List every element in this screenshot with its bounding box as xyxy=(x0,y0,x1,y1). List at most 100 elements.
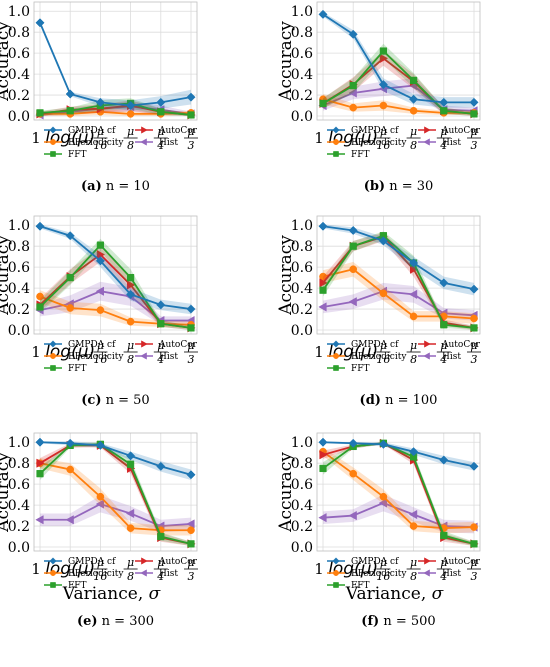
data-point-gmpda-cf xyxy=(65,89,75,99)
x-tick-label: log(μ) xyxy=(328,559,378,579)
x-tick-label: μ16 xyxy=(93,339,108,366)
data-point-hist xyxy=(318,513,327,523)
data-point-gmpda-cf xyxy=(186,304,196,314)
y-tick-label: 1.0 xyxy=(291,218,313,234)
x-axis-label-text: Variance, xyxy=(345,584,432,604)
x-tick-denominator: 8 xyxy=(410,570,417,583)
legend-item-autocor: AutoCor xyxy=(135,340,198,350)
x-tick-numerator: μ xyxy=(410,556,417,569)
legend-marker xyxy=(333,365,339,371)
data-point-hist xyxy=(318,302,327,312)
x-tick-denominator: 3 xyxy=(188,570,195,583)
series-gmpda-cf xyxy=(318,9,479,108)
data-point-gmpda-cf xyxy=(186,92,196,102)
data-point-eperiodicity xyxy=(379,289,388,298)
legend-item-gmpda-cf: GMPDA cf xyxy=(44,557,116,567)
legend-item-gmpda-cf: GMPDA cf xyxy=(44,340,116,350)
legend-item-autocor: AutoCor xyxy=(135,557,198,567)
panel-caption: (a) n = 10 xyxy=(81,179,150,194)
panel-caption-text: n = 30 xyxy=(385,179,433,194)
data-point-fft xyxy=(470,540,478,548)
series-line-hist xyxy=(322,502,475,528)
legend-label: GMPDA cf xyxy=(351,557,399,567)
data-point-eperiodicity xyxy=(187,526,195,535)
y-tick-label: 0.6 xyxy=(291,260,313,276)
legend-item-hist: Hist xyxy=(135,138,178,148)
y-axis-label: Accuracy xyxy=(0,235,13,316)
panel-caption: (b) n = 30 xyxy=(364,179,434,194)
legend-marker xyxy=(424,126,431,134)
confidence-band-hist xyxy=(323,78,474,114)
x-tick-denominator: 8 xyxy=(127,570,134,583)
x-tick-label: μ4 xyxy=(436,125,451,152)
data-point-fft xyxy=(379,232,388,240)
confidence-band-eperiodicity xyxy=(323,447,474,534)
legend-marker xyxy=(332,340,340,348)
y-tick-label: 1.0 xyxy=(8,218,30,234)
legend-item-fft: FFT xyxy=(44,364,87,374)
legend-item-fft: FFT xyxy=(44,581,87,591)
legend-marker xyxy=(50,353,56,359)
confidence-band-gmpda-cf xyxy=(40,441,191,480)
legend-item-eperiodicity: EPeriodicity xyxy=(327,138,407,148)
y-tick-label: 1.0 xyxy=(8,4,30,20)
x-tick-label: μ3 xyxy=(184,556,198,583)
data-point-gmpda-cf xyxy=(126,451,136,461)
legend-marker xyxy=(333,139,339,145)
data-point-fft xyxy=(440,531,448,540)
x-tick-numerator: μ xyxy=(157,556,164,569)
x-tick-label: 1 xyxy=(314,560,324,578)
legend-marker xyxy=(141,126,148,134)
legend-item-eperiodicity: EPeriodicity xyxy=(44,352,124,362)
data-point-gmpda-cf xyxy=(65,438,75,448)
legend-marker xyxy=(50,139,56,145)
y-tick-label: 0.6 xyxy=(8,260,30,276)
x-tick-label: μ8 xyxy=(406,556,421,583)
data-point-gmpda-cf xyxy=(318,437,328,447)
series-line-gmpda-cf xyxy=(322,441,475,468)
y-axis-label: Accuracy xyxy=(0,452,13,533)
panel-caption: (c) n = 50 xyxy=(81,393,149,408)
legend-item-hist: Hist xyxy=(135,569,178,579)
confidence-band-autocor xyxy=(40,247,191,330)
panel-caption-text: n = 300 xyxy=(98,614,154,629)
data-point-fft xyxy=(187,540,195,548)
x-axis-label-symbol: σ xyxy=(432,584,444,604)
x-tick-denominator: 3 xyxy=(471,139,478,152)
data-point-autocor xyxy=(36,458,45,468)
x-tick-label: log(μ) xyxy=(45,342,95,362)
y-axis-label: Accuracy xyxy=(276,452,296,533)
legend-item-gmpda-cf: GMPDA cf xyxy=(327,340,399,350)
data-point-eperiodicity xyxy=(66,304,75,312)
plot-frame xyxy=(33,432,198,552)
data-point-eperiodicity xyxy=(349,265,358,274)
series-line-fft xyxy=(39,443,192,545)
legend-label: EPeriodicity xyxy=(68,138,124,148)
y-tick-label: 0.4 xyxy=(291,281,313,297)
x-tick-numerator: μ xyxy=(440,339,447,352)
x-tick-numerator: μ xyxy=(470,339,477,352)
data-point-hist xyxy=(408,289,418,300)
legend-item-eperiodicity: EPeriodicity xyxy=(327,569,407,579)
data-point-eperiodicity xyxy=(409,106,418,115)
y-tick-label: 1.0 xyxy=(8,435,30,451)
y-tick-label: 0.4 xyxy=(8,281,30,297)
legend-label: FFT xyxy=(68,364,87,374)
data-point-hist xyxy=(348,297,357,307)
data-point-gmpda-cf xyxy=(126,100,136,111)
series-eperiodicity xyxy=(319,261,478,324)
legend-marker xyxy=(333,353,339,359)
x-tick-label: μ8 xyxy=(406,339,421,366)
series-line-fft xyxy=(322,442,475,545)
x-tick-numerator: μ xyxy=(380,556,387,569)
data-point-gmpda-cf xyxy=(95,97,105,107)
series-line-gmpda-cf xyxy=(39,22,192,107)
y-tick-label: 0.0 xyxy=(8,540,30,556)
legend-marker xyxy=(332,126,340,134)
confidence-band-fft xyxy=(323,231,474,330)
series-line-eperiodicity xyxy=(40,110,192,115)
legend-item-fft: FFT xyxy=(44,150,87,160)
series-fft xyxy=(319,231,478,332)
